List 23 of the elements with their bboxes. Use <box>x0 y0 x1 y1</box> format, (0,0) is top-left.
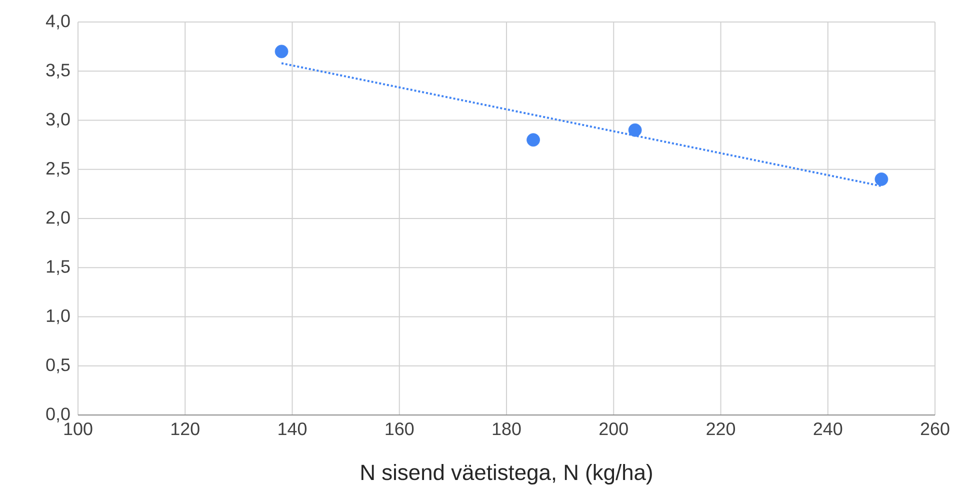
y-tick-label: 1,5 <box>46 260 70 275</box>
y-tick-label: 2,5 <box>46 162 70 177</box>
point <box>526 133 540 147</box>
x-tick-label: 160 <box>386 422 414 436</box>
x-tick-label: 180 <box>492 422 521 436</box>
x-tick-label: 120 <box>172 422 200 436</box>
y-tick-label: 4,0 <box>46 14 70 30</box>
point <box>628 123 642 137</box>
y-tick-label: 2,0 <box>46 211 70 226</box>
x-tick-label: 260 <box>920 422 950 436</box>
x-tick-label: 140 <box>278 422 307 436</box>
y-tick-label: 3,0 <box>46 112 70 128</box>
x-tick-label: 200 <box>600 422 628 436</box>
x-tick-label: 220 <box>706 422 736 436</box>
point <box>274 44 288 58</box>
x-tick-label: 240 <box>814 422 842 436</box>
y-tick-label: 3,5 <box>46 64 70 79</box>
y-tick-label: 1,0 <box>46 309 70 324</box>
x-axis-title: N sisend väetistega, N (kg/ha) <box>362 464 652 484</box>
x-tick-label: 100 <box>64 422 92 436</box>
y-tick-label: 0,0 <box>46 408 70 422</box>
point <box>874 172 888 186</box>
y-tick-label: 0,5 <box>46 358 70 374</box>
